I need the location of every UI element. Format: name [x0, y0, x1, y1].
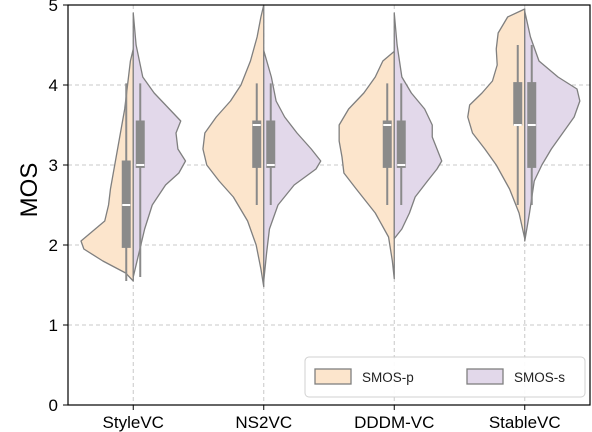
violin-smos-s-stylevc: [132, 12, 187, 278]
box-iqr: [135, 120, 145, 168]
y-tick-label: 5: [49, 0, 58, 15]
box-iqr: [266, 120, 276, 168]
violin-smos-p-stylevc: [80, 48, 134, 282]
violin-smos-s-ns2vc: [263, 49, 322, 282]
x-tick-label: StyleVC: [103, 413, 164, 432]
legend-box: [304, 356, 586, 398]
y-tick-label: 3: [49, 156, 58, 175]
violin-smos-s-stablevc: [524, 10, 581, 242]
box-iqr: [396, 120, 406, 168]
violins: [80, 4, 581, 288]
box-iqr: [382, 120, 392, 168]
violin-smos-p-ns2vc: [202, 4, 265, 288]
violin-smos-s-dddm-vc: [393, 12, 443, 240]
legend: SMOS-p SMOS-s: [304, 356, 586, 398]
y-tick-label: 1: [49, 316, 58, 335]
plot-frame: [67, 4, 591, 406]
legend-swatch-smos-s: [466, 368, 504, 385]
violin-smos-p-stablevc: [467, 8, 526, 240]
x-tick-label: StableVC: [489, 413, 561, 432]
y-tick-label: 2: [49, 236, 58, 255]
y-tick-label: 4: [49, 76, 58, 95]
box-iqr: [252, 120, 262, 168]
box-iqr: [513, 82, 523, 126]
legend-label-smos-s: SMOS-s: [514, 370, 565, 385]
x-tick-label: DDDM-VC: [354, 413, 434, 432]
y-axis-title: MOS: [16, 163, 43, 218]
boxplots: [121, 45, 537, 281]
legend-swatch-smos-p: [314, 368, 352, 385]
y-tick-label: 0: [49, 396, 58, 415]
x-tick-label: NS2VC: [235, 413, 292, 432]
legend-label-smos-p: SMOS-p: [362, 370, 414, 385]
violin-smos-p-dddm-vc: [338, 50, 395, 280]
axes: 0 1 2 3 4 5 StyleVC NS2VC DDDM-VC StableVC: [49, 0, 591, 432]
